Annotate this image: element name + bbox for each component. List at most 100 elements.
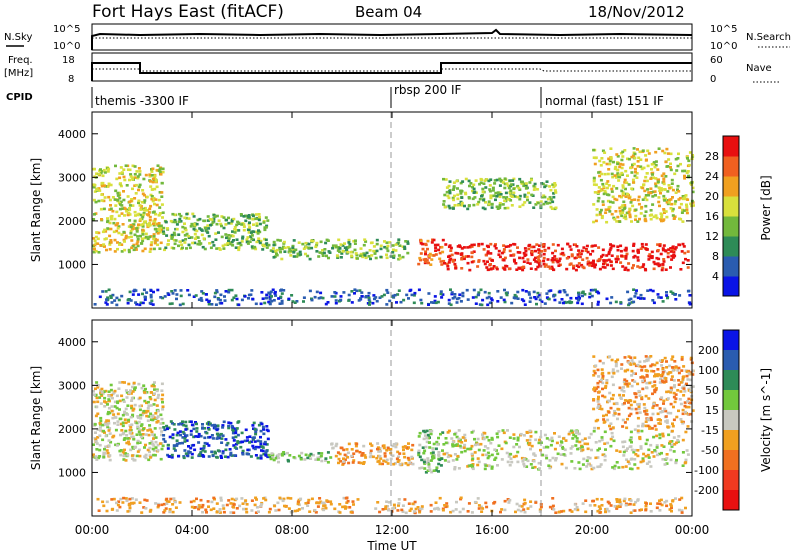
power-cell: [520, 266, 524, 269]
power-cell: [100, 181, 104, 185]
power-cell: [126, 301, 130, 305]
power-cell: [609, 264, 613, 267]
power-cell: [159, 296, 163, 299]
power-cell: [141, 215, 145, 219]
power-cell: [533, 296, 537, 299]
velocity-cell: [423, 449, 427, 453]
power-cell: [310, 298, 314, 302]
velocity-cell: [641, 387, 645, 391]
velocity-cell: [691, 373, 695, 376]
power-cell: [122, 198, 126, 202]
power-cell: [129, 229, 133, 233]
power-cell: [170, 246, 174, 250]
power-cell: [158, 167, 162, 171]
velocity-cell: [321, 501, 325, 505]
power-cell: [232, 217, 236, 221]
power-cell: [221, 244, 225, 248]
power-cell: [161, 211, 165, 214]
velocity-cell: [611, 426, 615, 429]
power-cell: [641, 265, 645, 269]
velocity-cell: [282, 451, 286, 454]
velocity-cell: [573, 467, 577, 470]
velocity-cell: [628, 467, 632, 470]
power-cell: [592, 259, 595, 263]
power-cell: [631, 249, 635, 253]
velocity-cell: [627, 382, 631, 385]
power-cell: [618, 209, 622, 213]
power-cell: [445, 190, 449, 194]
velocity-cell: [571, 437, 575, 440]
velocity-cell: [496, 435, 500, 439]
power-cell: [434, 246, 438, 250]
velocity-cell: [611, 383, 615, 387]
power-cell: [652, 260, 656, 264]
power-cell: [647, 152, 651, 155]
velocity-cell: [609, 406, 613, 410]
velocity-cell: [265, 449, 269, 453]
velocity-cell: [481, 507, 485, 510]
velocity-cell: [236, 441, 240, 445]
velocity-cell: [317, 501, 321, 505]
velocity-cell: [127, 442, 131, 446]
velocity-cell: [561, 447, 565, 450]
velocity-cell: [319, 454, 323, 458]
velocity-cell: [451, 509, 455, 513]
power-cell: [129, 235, 133, 239]
power-cell: [599, 189, 603, 192]
velocity-cell: [501, 429, 505, 432]
power-cell: [154, 198, 158, 201]
power-cell: [657, 196, 661, 199]
power-cell: [171, 220, 175, 224]
velocity-cell: [117, 500, 121, 503]
power-cell: [123, 214, 126, 217]
power-cell: [119, 203, 122, 206]
velocity-cell: [490, 467, 494, 470]
power-cell: [157, 224, 161, 228]
power-colorbar-swatch: [723, 256, 739, 277]
velocity-cell: [482, 449, 486, 452]
power-cell: [335, 254, 339, 257]
velocity-cell: [132, 381, 136, 385]
velocity-cell: [680, 496, 684, 500]
power-cell: [368, 249, 372, 252]
velocity-cell: [426, 469, 430, 472]
velocity-cell: [665, 390, 669, 394]
power-cell: [141, 213, 145, 217]
power-cell: [536, 295, 540, 299]
power-cell: [105, 185, 109, 188]
velocity-cell: [402, 448, 405, 452]
velocity-cell: [342, 457, 345, 460]
velocity-cell: [222, 510, 226, 514]
velocity-cell: [173, 449, 177, 452]
power-cell: [388, 299, 392, 303]
power-cell: [466, 261, 470, 265]
velocity-cell: [633, 380, 637, 383]
velocity-cell: [522, 462, 526, 466]
power-cell: [461, 294, 465, 298]
power-cell: [150, 197, 154, 201]
power-cell: [447, 204, 451, 208]
power-cell: [159, 224, 163, 228]
power-cell: [676, 164, 680, 168]
power-cell: [350, 290, 354, 293]
power-cell: [642, 263, 646, 266]
power-cell: [257, 229, 260, 232]
power-cell: [179, 220, 183, 223]
velocity-cell: [670, 375, 674, 378]
power-cell: [224, 233, 228, 236]
power-cell: [641, 198, 645, 201]
power-cell: [353, 248, 357, 252]
power-cell: [292, 251, 296, 254]
velocity-cell: [93, 423, 97, 426]
velocity-cell: [424, 461, 428, 464]
velocity-cell: [590, 467, 594, 471]
power-cell: [364, 295, 368, 298]
power-cell: [513, 293, 517, 297]
x-tick-label: 08:00: [275, 523, 310, 537]
velocity-cell: [401, 504, 405, 507]
power-cell: [528, 300, 532, 303]
power-cell: [132, 248, 136, 252]
power-cell: [267, 291, 271, 295]
velocity-cell: [392, 443, 396, 446]
velocity-cell: [205, 431, 209, 435]
